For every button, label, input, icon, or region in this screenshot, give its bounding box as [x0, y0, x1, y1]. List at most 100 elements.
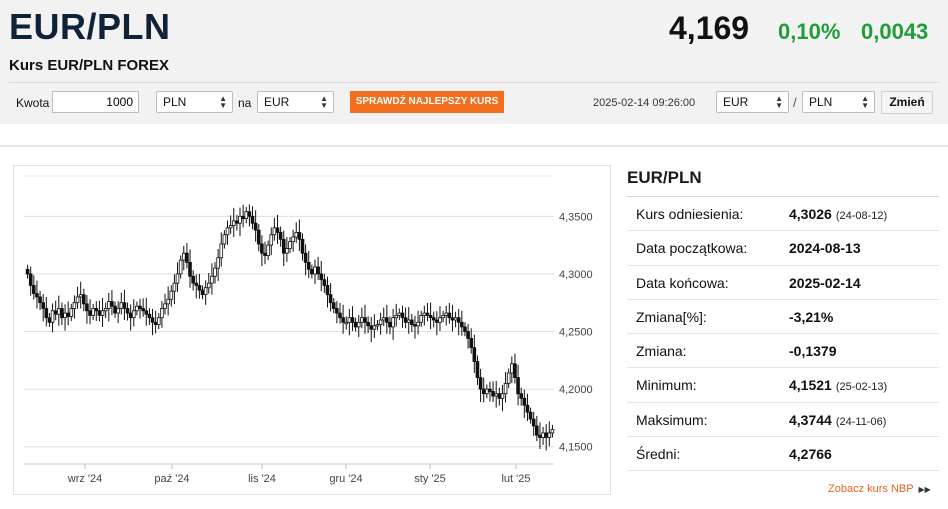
candle-body — [194, 282, 199, 286]
amount-input[interactable] — [52, 91, 139, 113]
candle-body — [463, 326, 467, 332]
candle-body — [478, 377, 483, 390]
candle-body — [385, 317, 389, 323]
candle-body — [297, 232, 302, 240]
stat-date: (24-11-06) — [835, 415, 887, 428]
y-tick-label: 4,3000 — [559, 269, 593, 281]
to-currency-value: EUR — [264, 95, 290, 109]
stat-label: Zmiana[%]: — [636, 308, 707, 325]
candle-body — [528, 411, 533, 420]
candle-body — [288, 241, 292, 249]
double-chevron-right-icon: ▶▶ — [918, 485, 931, 494]
pair-quote-select[interactable]: PLN ▲ ▼ — [802, 91, 875, 113]
candle-body — [363, 317, 367, 323]
candle-body — [338, 312, 342, 319]
candle-body — [269, 234, 274, 246]
pair-base-select[interactable]: EUR ▲ ▼ — [716, 91, 789, 113]
y-tick-label: 4,2500 — [559, 327, 593, 339]
header-divider — [9, 82, 939, 83]
candle-body — [425, 312, 430, 316]
candle-body — [403, 317, 408, 323]
stat-label: Minimum: — [636, 377, 697, 394]
candle-body — [438, 317, 442, 323]
candle-body — [535, 425, 539, 436]
candle-body — [200, 289, 205, 296]
candle-body — [413, 324, 417, 327]
candle-body — [72, 302, 77, 309]
candle-body — [203, 287, 208, 296]
candle-body — [435, 319, 439, 323]
candle-body — [260, 243, 264, 254]
candle-body — [447, 312, 452, 319]
stat-label: Kurs odniesienia: — [636, 206, 744, 222]
candle-body — [213, 267, 217, 277]
candle-body — [125, 308, 130, 314]
candle-body — [360, 317, 364, 323]
from-currency-select[interactable]: PLN ▲ ▼ — [156, 91, 233, 113]
stat-value-text: 2024-08-13 — [789, 240, 861, 257]
stat-value-text: -0,1379 — [789, 343, 837, 360]
x-tick-label: lut '25 — [501, 473, 530, 485]
candle-body — [256, 229, 261, 245]
candle-body — [94, 308, 99, 312]
candle-body — [188, 262, 192, 277]
best-rate-button[interactable]: SPRAWDŹ NAJLEPSZY KURS — [350, 91, 504, 113]
nbp-link[interactable]: Zobacz kurs NBP ▶▶ — [828, 483, 931, 495]
candle-body — [294, 232, 299, 238]
stat-value-text: 4,3744 — [789, 411, 832, 428]
candle-body — [141, 308, 145, 312]
candle-body — [206, 282, 211, 289]
candle-body — [300, 238, 305, 254]
candle-body — [375, 324, 380, 327]
nbp-link-label: Zobacz kurs NBP — [828, 483, 914, 495]
candle-body — [81, 294, 86, 305]
to-currency-select[interactable]: EUR ▲ ▼ — [257, 91, 334, 113]
candle-body — [225, 227, 230, 236]
pair-separator: / — [793, 95, 797, 110]
candle-body — [272, 227, 277, 236]
candle-body — [247, 211, 252, 217]
candle-body — [216, 257, 220, 269]
candle-body — [481, 388, 486, 395]
candle-body — [503, 382, 508, 395]
candle-body — [119, 302, 124, 309]
candle-body — [231, 220, 236, 226]
to-label: na — [238, 96, 252, 110]
stat-row: Zmiana: -0,1379 — [627, 334, 939, 369]
stat-value: 2025-02-14 — [789, 275, 861, 291]
page-subtitle: Kurs EUR/PLN FOREX — [9, 57, 170, 74]
candle-body — [466, 331, 470, 339]
stat-date: (25-02-13) — [835, 381, 888, 394]
candle-body — [353, 321, 358, 328]
chart-svg: 4,1500 4,2000 4,2500 4,3000 4,3500 wrz '24 paź… — [24, 175, 593, 485]
price-chart[interactable]: 4,1500 4,2000 4,2500 4,3000 4,3500 wrz '24 paź… — [13, 165, 611, 495]
candle-body — [506, 372, 511, 384]
candle-body — [306, 262, 311, 270]
candle-body — [422, 312, 427, 316]
stat-row: Kurs odniesienia: 4,3026 (24-08-12) — [627, 197, 939, 232]
candle-body — [150, 317, 155, 323]
stat-value-text: 4,1521 — [789, 377, 832, 394]
stat-row: Data początkowa: 2024-08-13 — [627, 231, 939, 266]
candle-body — [110, 301, 114, 307]
candle-body — [322, 279, 327, 286]
candle-body — [291, 236, 295, 243]
candle-body — [544, 432, 548, 438]
candle-body — [131, 310, 136, 319]
from-currency-value: PLN — [163, 95, 187, 109]
candle-body — [456, 317, 461, 323]
candle-body — [372, 325, 377, 330]
candle-body — [172, 282, 177, 292]
candle-body — [28, 273, 33, 286]
candle-body — [50, 310, 55, 323]
stat-value: 4,3744 (24-11-06) — [789, 412, 886, 428]
candle-body — [494, 393, 499, 397]
candle-body — [410, 319, 414, 326]
candle-body — [57, 308, 61, 315]
y-tick-label: 4,3500 — [559, 211, 593, 223]
candle-body — [88, 310, 92, 316]
candle-body — [491, 391, 495, 397]
candle-body — [441, 314, 445, 319]
change-pair-button[interactable]: Zmień — [881, 91, 933, 114]
stats-title: EUR/PLN — [627, 165, 939, 197]
